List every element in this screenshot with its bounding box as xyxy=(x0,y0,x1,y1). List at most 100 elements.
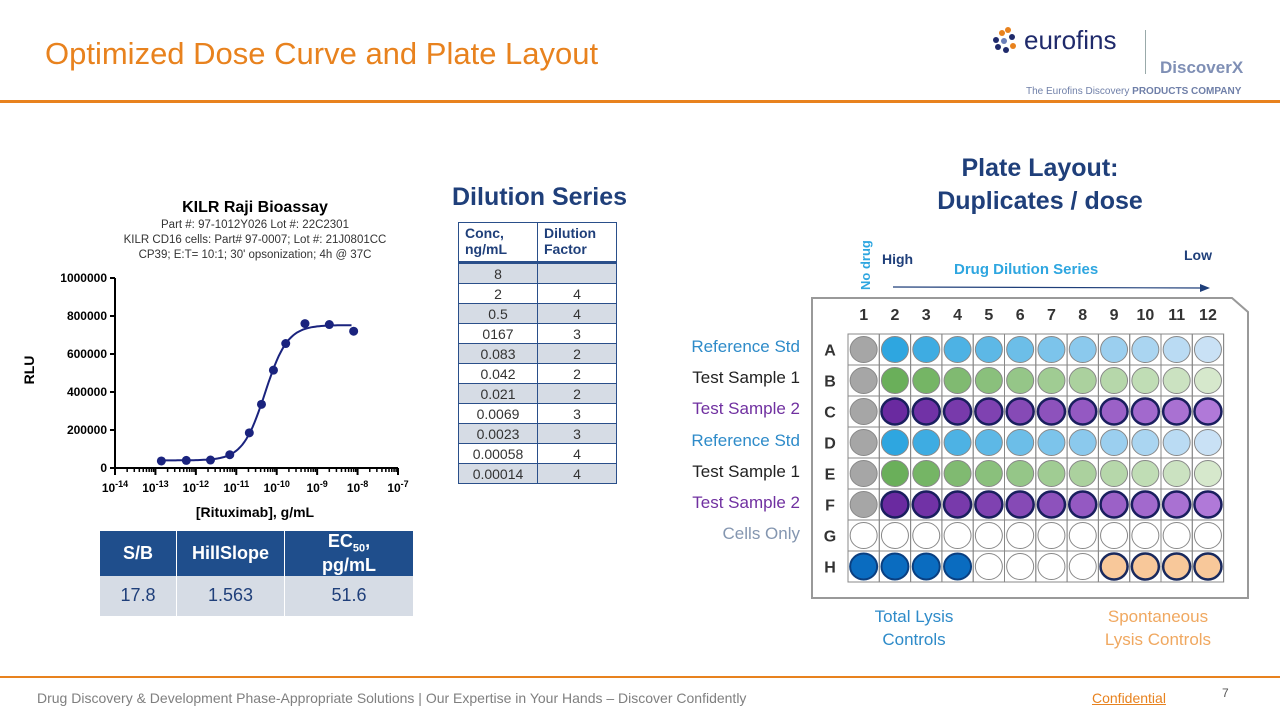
data-point xyxy=(268,365,278,375)
chart-title: KILR Raji Bioassay xyxy=(182,199,328,216)
well-B5 xyxy=(974,367,1003,394)
col-label: 4 xyxy=(953,307,962,324)
well-G4 xyxy=(943,522,972,549)
table-cell: 2 xyxy=(537,383,617,404)
well-E7 xyxy=(1037,460,1066,487)
x-axis-label: [Rituximab], g/mL xyxy=(196,504,315,520)
data-point xyxy=(244,428,254,438)
well-D8 xyxy=(1068,429,1097,456)
data-point xyxy=(156,456,166,466)
data-point xyxy=(300,319,310,329)
data-point xyxy=(349,326,359,336)
x-tick-label: 10-9 xyxy=(306,479,327,495)
table-cell: 4 xyxy=(537,303,617,324)
well-C9 xyxy=(1099,397,1129,426)
well-D6 xyxy=(1006,429,1035,456)
well-B6 xyxy=(1006,367,1035,394)
fit-curve xyxy=(159,324,352,462)
well-G12 xyxy=(1193,522,1222,549)
table-cell: 2 xyxy=(537,343,617,364)
well-F7 xyxy=(1036,490,1067,519)
well-H1 xyxy=(849,552,879,581)
y-axis-label: RLU xyxy=(21,356,37,385)
table-cell xyxy=(537,262,617,284)
x-tick-label: 10-8 xyxy=(347,479,368,495)
well-E1 xyxy=(849,460,878,487)
table-cell: 2 xyxy=(537,363,617,384)
dose-response-chart: KILR Raji Bioassay Part #: 97-1012Y026 L… xyxy=(21,199,409,520)
well-F6 xyxy=(1005,490,1035,519)
well-H6 xyxy=(1006,553,1035,580)
plate-row-label: Test Sample 1 xyxy=(692,461,800,481)
table-row: 0.021 2 xyxy=(458,383,617,404)
well-C6 xyxy=(1005,397,1035,426)
well-A4 xyxy=(943,336,972,363)
plate-row-label: Reference Std xyxy=(691,337,800,356)
footer-text: Drug Discovery & Development Phase-Appro… xyxy=(37,690,747,706)
well-F4 xyxy=(942,490,973,519)
plate-title: Plate Layout: Duplicates / dose xyxy=(937,154,1143,215)
table-cell: 0.00014 xyxy=(458,463,538,484)
col-label: 11 xyxy=(1168,307,1185,324)
table-cell: 2 xyxy=(458,283,538,304)
well-F5 xyxy=(974,490,1004,519)
well-H2 xyxy=(880,552,910,581)
well-E3 xyxy=(912,460,941,487)
col-header: Conc, ng/mL xyxy=(458,222,538,264)
dilution-table: Conc, ng/mL Dilution Factor 8 2 4 0.5 4 0167 3 0… xyxy=(458,222,617,484)
well-D10 xyxy=(1131,429,1160,456)
x-tick-label: 10-12 xyxy=(183,479,209,495)
page-number: 7 xyxy=(1222,686,1229,700)
well-F11 xyxy=(1161,490,1192,519)
well-H4 xyxy=(943,552,973,581)
logo-brand: eurofins xyxy=(1024,25,1117,55)
hillslope-header: HillSlope xyxy=(176,531,285,576)
table-cell: 0.00058 xyxy=(458,443,538,464)
footer-divider xyxy=(0,676,1280,678)
col-label: 7 xyxy=(1047,307,1056,324)
well-E2 xyxy=(880,460,909,487)
well-A3 xyxy=(912,336,941,363)
col-label: 9 xyxy=(1110,307,1119,324)
well-H12 xyxy=(1193,552,1223,581)
well-G1 xyxy=(849,522,878,549)
well-H3 xyxy=(911,552,941,581)
table-cell: 3 xyxy=(537,403,617,424)
col-header: Dilution Factor xyxy=(537,222,617,264)
well-G9 xyxy=(1100,522,1129,549)
well-G10 xyxy=(1131,522,1160,549)
x-tick-label: 10-7 xyxy=(387,479,408,495)
well-B9 xyxy=(1100,367,1129,394)
well-D2 xyxy=(880,429,909,456)
table-row: 0.0023 3 xyxy=(458,423,617,444)
well-D1 xyxy=(849,429,878,456)
row-label: E xyxy=(825,467,836,484)
well-H10 xyxy=(1130,552,1161,581)
well-B2 xyxy=(880,367,909,394)
well-D11 xyxy=(1162,429,1191,456)
well-G3 xyxy=(912,522,941,549)
well-G7 xyxy=(1037,522,1066,549)
well-F8 xyxy=(1068,490,1098,519)
data-point xyxy=(181,455,191,465)
hillslope-value: 1.563 xyxy=(176,575,285,616)
table-cell: 4 xyxy=(537,283,617,304)
y-tick-label: 800000 xyxy=(67,309,107,323)
well-E11 xyxy=(1162,460,1191,487)
chart-subtitle-3: CP39; E:T= 10:1; 30' opsonization; 4h @ … xyxy=(139,249,372,261)
plate-row-label: Reference Std xyxy=(691,430,800,450)
ec50-header: EC50, pg/mL xyxy=(284,531,414,576)
table-row: 0.00058 4 xyxy=(458,443,617,464)
well-B10 xyxy=(1131,367,1160,394)
table-cell: 8 xyxy=(458,262,538,284)
well-A6 xyxy=(1006,336,1035,363)
well-E8 xyxy=(1068,460,1097,487)
x-tick-label: 10-10 xyxy=(264,479,290,495)
col-label: 12 xyxy=(1199,307,1217,324)
spont-lysis-label: Spontaneous Lysis Controls xyxy=(1105,607,1211,649)
well-C12 xyxy=(1193,397,1223,426)
well-D5 xyxy=(974,429,1003,456)
col-label: 2 xyxy=(890,307,899,324)
well-A2 xyxy=(880,336,909,363)
table-cell: 4 xyxy=(537,443,617,464)
